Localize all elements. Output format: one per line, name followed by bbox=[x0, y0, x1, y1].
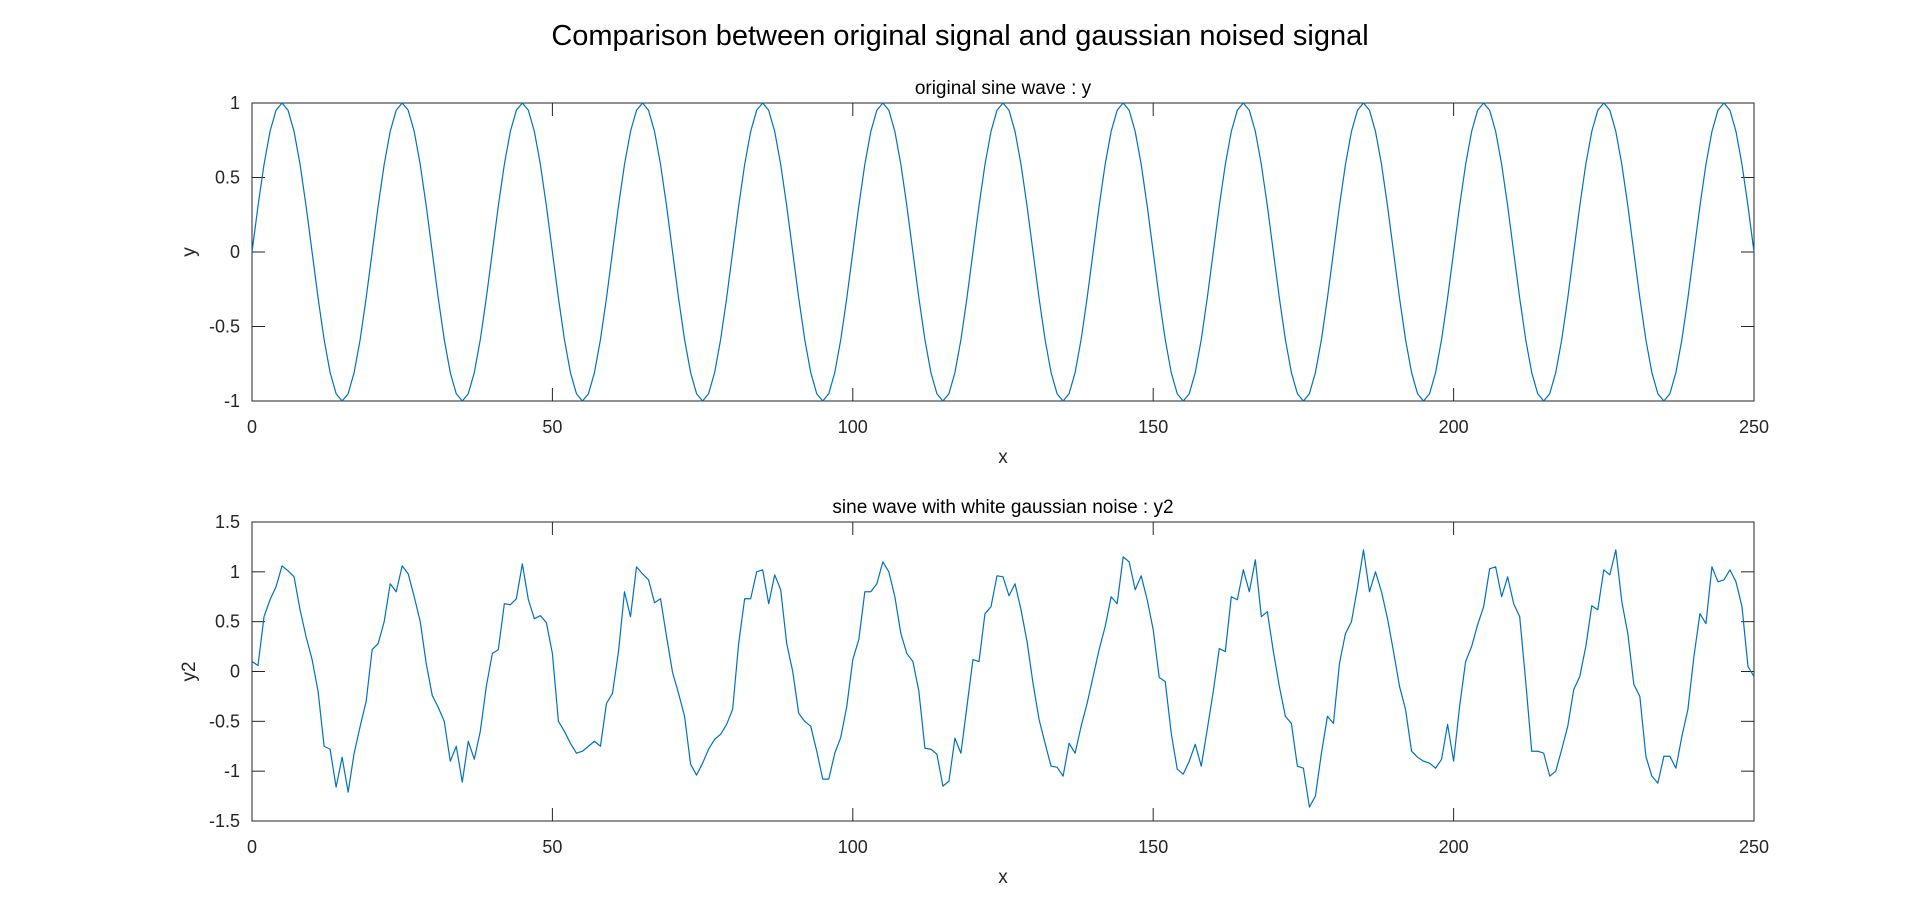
x-tick-label: 250 bbox=[1739, 417, 1769, 437]
y-tick-label: -1 bbox=[224, 761, 240, 781]
y-tick-label: 0.5 bbox=[215, 168, 240, 188]
x-tick-label: 150 bbox=[1138, 837, 1168, 857]
x-tick-label: 50 bbox=[542, 837, 562, 857]
y-tick-label: 0 bbox=[230, 662, 240, 682]
axes-box bbox=[251, 102, 1755, 402]
x-tick-label: 100 bbox=[838, 417, 868, 437]
y-tick-label: 0.5 bbox=[215, 612, 240, 632]
subplot-2: 0 50 100 150 200 250 -1.5 -1 -0.5 0 0.5 1 1.5 sine wa… bbox=[179, 497, 1769, 888]
y-axis-label: y bbox=[179, 247, 200, 257]
y-tick-label: -1 bbox=[224, 391, 240, 411]
x-tick-label: 50 bbox=[542, 417, 562, 437]
figure-title: Comparison between original signal and g… bbox=[551, 20, 1369, 52]
axes-box bbox=[251, 521, 1755, 822]
x-tick-label: 200 bbox=[1439, 417, 1469, 437]
x-tick-label: 100 bbox=[838, 837, 868, 857]
subplot-title: original sine wave : y bbox=[915, 78, 1092, 99]
y-tick-label: 1 bbox=[230, 562, 240, 582]
y-tick-label: -0.5 bbox=[209, 317, 240, 337]
x-tick-label: 0 bbox=[247, 417, 257, 437]
y-tick-label: 0 bbox=[230, 242, 240, 262]
x-axis-label: x bbox=[998, 447, 1008, 468]
x-tick-label: 200 bbox=[1439, 837, 1469, 857]
x-tick-label: 250 bbox=[1739, 837, 1769, 857]
subplot-title: sine wave with white gaussian noise : y2 bbox=[832, 497, 1173, 518]
x-tick-label: 150 bbox=[1138, 417, 1168, 437]
series-line-1 bbox=[251, 549, 1755, 808]
y-axis-label: y2 bbox=[179, 661, 200, 681]
y-tick-label: 1.5 bbox=[215, 512, 240, 532]
series-line-1 bbox=[251, 102, 1755, 402]
x-axis-label: x bbox=[998, 867, 1008, 888]
subplot-1: 0 50 100 150 200 250 -1 -0.5 0 0.5 1 original sine … bbox=[179, 78, 1769, 468]
y-tick-label: 1 bbox=[230, 93, 240, 113]
x-tick-label: 0 bbox=[247, 837, 257, 857]
y-tick-label: -0.5 bbox=[209, 711, 240, 731]
y-tick-label: -1.5 bbox=[209, 811, 240, 831]
